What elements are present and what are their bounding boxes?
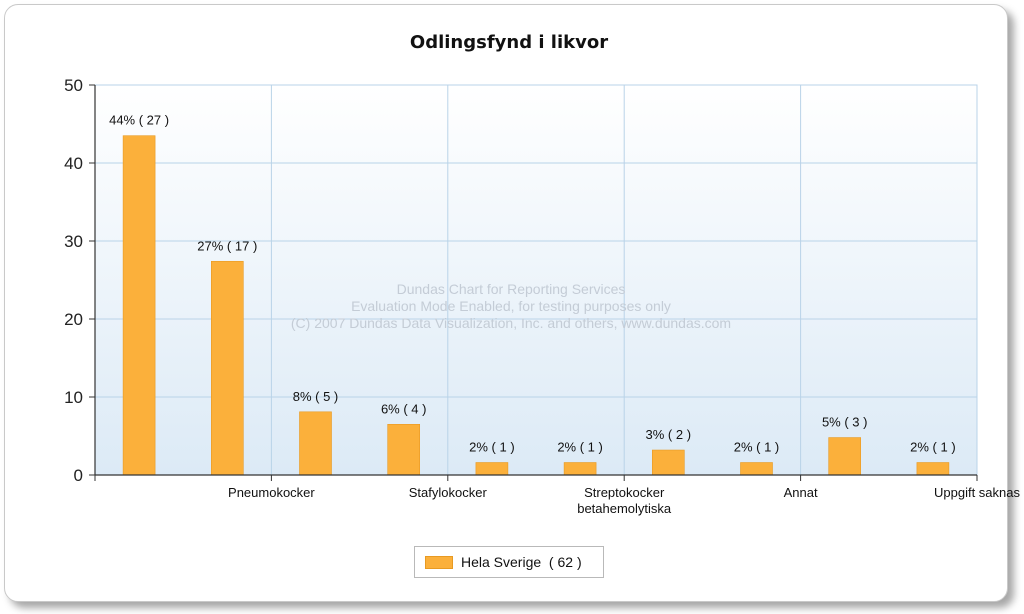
y-tick-label: 30 bbox=[64, 232, 83, 251]
data-label: 6% ( 4 ) bbox=[381, 401, 427, 416]
data-label: 2% ( 1 ) bbox=[910, 440, 956, 455]
data-label: 2% ( 1 ) bbox=[557, 440, 603, 455]
bar bbox=[475, 462, 509, 476]
bar bbox=[828, 437, 862, 476]
category-label: Uppgift saknas bbox=[934, 485, 1020, 500]
bar bbox=[563, 462, 597, 476]
category-label: Stafylokocker bbox=[409, 485, 488, 500]
category-label: Pneumokocker bbox=[228, 485, 315, 500]
y-tick-label: 0 bbox=[74, 466, 83, 485]
y-tick-label: 50 bbox=[64, 76, 83, 95]
data-label: 2% ( 1 ) bbox=[734, 440, 780, 455]
y-tick-label: 10 bbox=[64, 388, 83, 407]
bar bbox=[122, 135, 156, 476]
category-label: Annat bbox=[784, 485, 818, 500]
legend-swatch bbox=[425, 555, 453, 569]
y-tick-label: 20 bbox=[64, 310, 83, 329]
category-label: Streptokocker betahemolytiska bbox=[577, 485, 672, 516]
data-label: 8% ( 5 ) bbox=[293, 389, 339, 404]
bar bbox=[299, 411, 332, 476]
watermark-line: Evaluation Mode Enabled, for testing pur… bbox=[351, 298, 671, 314]
y-tick-label: 40 bbox=[64, 154, 83, 173]
bar bbox=[387, 423, 421, 476]
data-label: 44% ( 27 ) bbox=[109, 113, 169, 128]
watermark-line: Dundas Chart for Reporting Services bbox=[397, 281, 626, 297]
data-label: 3% ( 2 ) bbox=[646, 427, 692, 442]
legend: Hela Sverige ( 62 ) bbox=[414, 546, 604, 578]
watermark: Dundas Chart for Reporting Services Eval… bbox=[291, 281, 731, 331]
chart-title: Odlingsfynd i likvor bbox=[410, 32, 608, 53]
bar bbox=[740, 462, 773, 476]
data-label: 2% ( 1 ) bbox=[469, 440, 515, 455]
watermark-line: (C) 2007 Dundas Data Visualization, Inc.… bbox=[291, 315, 731, 331]
data-label: 27% ( 17 ) bbox=[197, 238, 257, 253]
bar bbox=[211, 260, 244, 476]
legend-label: Hela Sverige ( 62 ) bbox=[461, 554, 582, 570]
bar bbox=[916, 462, 950, 476]
data-label: 5% ( 3 ) bbox=[822, 415, 868, 430]
bar bbox=[651, 449, 685, 476]
